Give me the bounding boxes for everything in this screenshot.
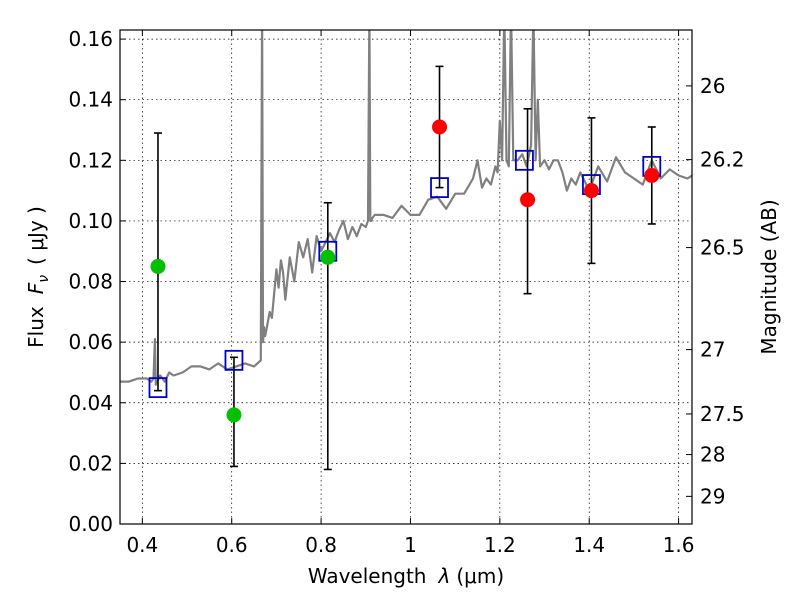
axis-ticks: 0.4 0.6 0.8 1 1.2 1.4 1.6 0.00 0.02 0.04 0.06 0.08 0… — [68, 27, 744, 557]
y-tick-label: 0.12 — [68, 148, 113, 172]
y2-tick-label: 28 — [700, 443, 725, 467]
y-tick-label: 0.08 — [68, 270, 113, 294]
y-tick-label: 0.02 — [68, 451, 113, 475]
observed-point-green — [150, 258, 166, 274]
observed-point-red — [520, 192, 536, 208]
y-axis-title: FluxFν( μJy ) — [24, 206, 52, 348]
y-tick-label: 0.04 — [68, 391, 113, 415]
model-photometry-square — [224, 349, 244, 371]
model-photometry-square — [148, 377, 168, 399]
y2-tick-label: 26 — [700, 74, 725, 98]
y2-tick-label: 29 — [700, 484, 725, 508]
y2-axis-title: Magnitude (AB) — [757, 199, 781, 354]
y2-tick-label: 26.2 — [700, 148, 745, 172]
x-axis-title: Wavelength λ (μm) — [308, 564, 504, 588]
observed-point-green — [226, 407, 242, 423]
y2-tick-label: 27 — [700, 338, 725, 362]
x-tick-label: 1 — [404, 533, 417, 557]
model-photometry-square — [515, 149, 534, 171]
observed-point-red — [644, 167, 660, 183]
y-tick-label: 0.14 — [68, 88, 113, 112]
plot-area — [120, 30, 692, 471]
x-tick-label: 0.4 — [126, 533, 158, 557]
y-tick-label: 0.10 — [68, 209, 113, 233]
observed-point-red — [432, 119, 448, 135]
model-spectrum-line — [120, 30, 692, 386]
x-tick-label: 0.8 — [305, 533, 337, 557]
y2-tick-label: 27.5 — [700, 402, 745, 426]
x-tick-label: 1.4 — [573, 533, 605, 557]
y2-tick-label: 26.5 — [700, 236, 745, 260]
model-photometry-square — [430, 177, 449, 198]
x-tick-label: 1.6 — [663, 533, 695, 557]
plot-frame — [119, 29, 693, 525]
observed-point-green — [320, 249, 336, 265]
observed-point-red — [583, 183, 599, 199]
y-tick-label: 0.06 — [68, 330, 113, 354]
x-tick-label: 0.6 — [216, 533, 248, 557]
x-tick-label: 1.2 — [484, 533, 516, 557]
y-tick-label: 0.16 — [68, 27, 113, 51]
y-tick-label: 0.00 — [68, 512, 113, 536]
